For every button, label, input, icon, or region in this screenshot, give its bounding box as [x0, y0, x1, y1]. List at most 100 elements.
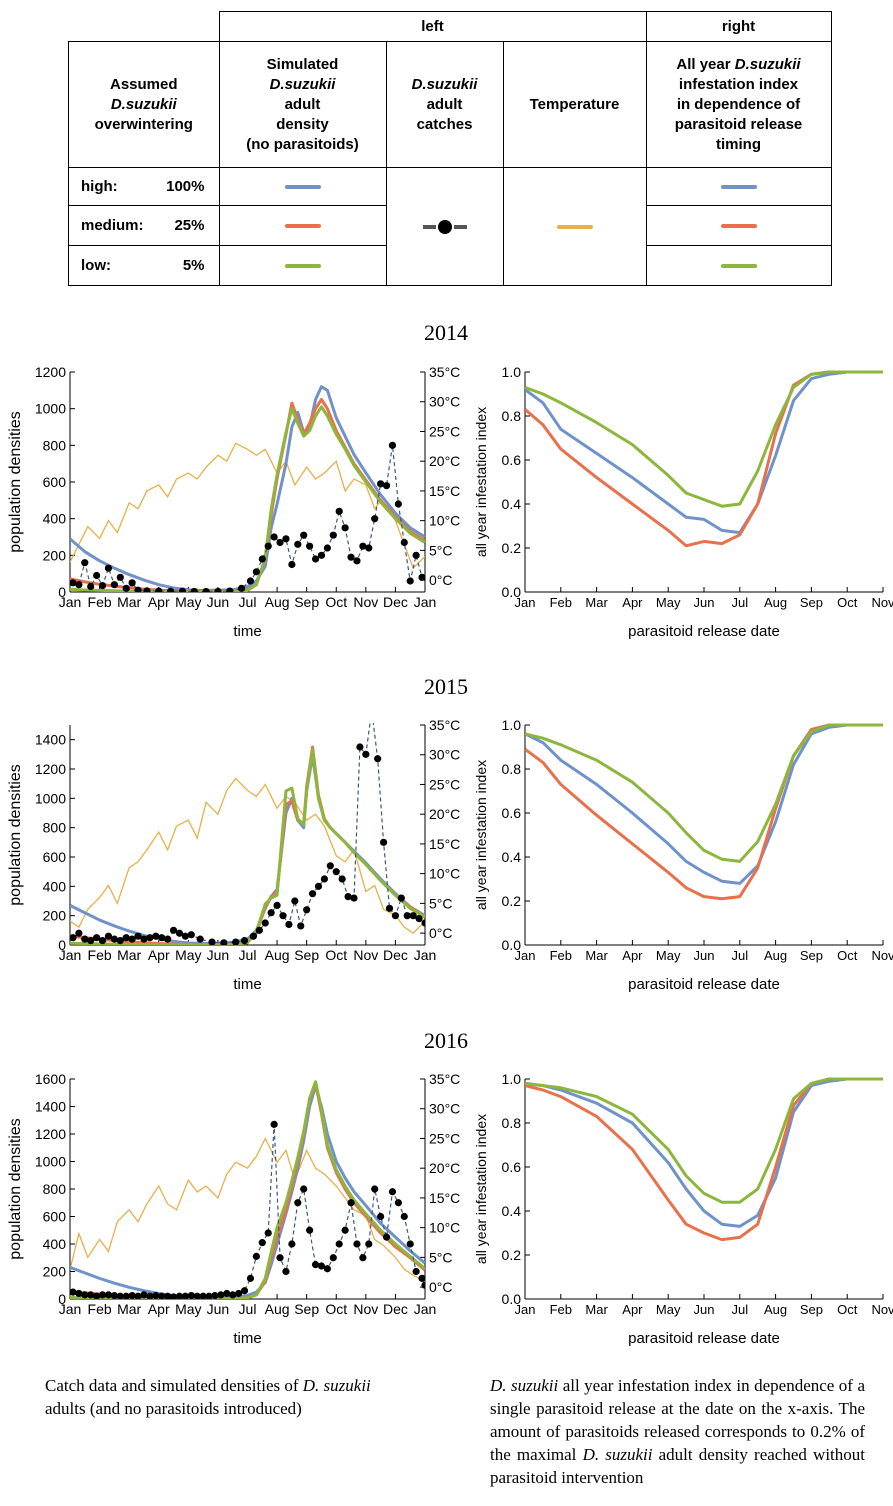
y-axis-label: all year infestation index — [473, 407, 489, 557]
catch-point — [311, 555, 320, 563]
catch-point — [320, 875, 329, 883]
catch-point — [122, 1292, 130, 1299]
chart-2015-densities: Jan Feb Mar Apr May Jun Jul Aug Sep Oct Nov Dec Jan0… — [7, 717, 460, 993]
x-tick-label: Jul — [731, 1302, 748, 1317]
catch-point — [134, 1292, 142, 1299]
catch-point — [356, 743, 364, 751]
x-tick-label: Jan — [59, 1301, 82, 1317]
catch-point — [87, 937, 95, 945]
index-swatch-cell — [645, 245, 832, 286]
catch-point — [326, 862, 334, 870]
x-tick-label: Apr — [148, 594, 170, 610]
level-name: high: — [81, 177, 118, 195]
catch-point — [255, 926, 263, 934]
catch-point — [353, 1240, 361, 1248]
temperature-tick-label: 20°C — [429, 806, 460, 822]
level-name: medium: — [81, 216, 144, 234]
temperature-line — [70, 1137, 425, 1282]
caption-species: D. suzukii — [302, 1376, 371, 1395]
header-line: catches — [416, 115, 473, 133]
x-tick-label: Jun — [207, 947, 230, 963]
caption-right: D. suzukii all year infestation index in… — [490, 1374, 865, 1489]
caption-text: all year infestation index in dependence… — [490, 1376, 865, 1464]
header-line: D.suzukii — [110, 95, 177, 113]
catch-point — [87, 582, 95, 591]
catch-point — [143, 587, 151, 592]
header-line: in dependence of — [676, 95, 801, 113]
temperature-tick-label: 30°C — [429, 1101, 460, 1117]
legend-table: left right Assumed D.suzukii overwinteri… — [68, 11, 832, 286]
y-tick-label: 800 — [43, 820, 67, 836]
catch-point — [365, 1240, 373, 1248]
catch-point — [87, 1291, 95, 1299]
year-title: 2014 — [424, 320, 468, 345]
catch-point — [347, 553, 355, 561]
x-tick-label: Oct — [837, 1302, 858, 1317]
series-line — [525, 723, 883, 885]
catch-point — [300, 1185, 308, 1193]
plot-area — [525, 370, 883, 548]
x-tick-label: Aug — [764, 1302, 787, 1317]
catch-point — [264, 542, 272, 550]
x-tick-label: Nov — [353, 594, 378, 610]
y-tick-label: 1200 — [35, 364, 66, 380]
sim-swatch-cell — [218, 205, 387, 246]
catch-point — [178, 587, 187, 592]
catch-point — [406, 577, 414, 585]
catch-point — [400, 538, 408, 547]
group-left-header: left — [218, 11, 647, 42]
temperature-tick-label: 30°C — [429, 394, 460, 410]
catch-point — [350, 894, 358, 902]
catch-point — [217, 1291, 225, 1299]
x-tick-label: Jun — [694, 948, 715, 963]
catch-point — [394, 500, 402, 508]
catch-point — [152, 1291, 160, 1299]
y-axis-label: population densities — [7, 764, 24, 905]
y-tick-label: 0.8 — [502, 408, 522, 424]
index-medium-swatch — [720, 223, 757, 228]
x-tick-label: Dec — [383, 1301, 408, 1317]
y-tick-label: 0.2 — [502, 1247, 522, 1263]
x-tick-label: Feb — [550, 948, 572, 963]
temperature-tick-label: 25°C — [429, 1130, 460, 1146]
catch-point — [394, 1199, 402, 1207]
catch-point — [75, 929, 83, 937]
catches-header: D.suzukii adult catches — [385, 41, 504, 168]
catch-point — [314, 882, 323, 890]
catch-point — [152, 932, 160, 940]
catch-point — [306, 542, 314, 550]
y-tick-label: 1400 — [35, 732, 66, 748]
chart-2015-infestation-index: Jan Feb Mar Apr May Jun Jul Aug Sep Oct Nov 0.0 0.2 0… — [473, 717, 893, 993]
y-tick-label: 0.0 — [502, 937, 522, 953]
chart-2016-infestation-index: Jan Feb Mar Apr May Jun Jul Aug Sep Oct Nov 0.0 0.2 0… — [473, 1071, 893, 1347]
x-tick-label: Jul — [239, 947, 257, 963]
catch-point — [273, 901, 281, 909]
header-line: density — [276, 115, 329, 133]
catch-point — [341, 524, 349, 532]
y-tick-label: 600 — [43, 474, 67, 490]
y-tick-label: 200 — [43, 908, 67, 924]
x-tick-label: Apr — [622, 948, 643, 963]
temperature-tick-label: 20°C — [429, 453, 460, 469]
catches-line — [72, 1124, 425, 1298]
caption-left: Catch data and simulated densities of D.… — [45, 1374, 375, 1420]
catch-point — [134, 586, 142, 592]
y-tick-label: 0.6 — [502, 805, 522, 821]
simulated-header: Simulated D.suzukii adult density (no pa… — [218, 41, 387, 168]
y-tick-label: 0.6 — [502, 1159, 522, 1175]
x-tick-label: Sep — [294, 594, 319, 610]
catch-point — [288, 1240, 296, 1248]
temp-swatch-cell — [502, 167, 647, 286]
temperature-tick-label: 10°C — [429, 866, 460, 882]
y-tick-label: 1000 — [35, 1154, 66, 1170]
caption-text: adult density reached without parasitoid… — [490, 1445, 865, 1487]
y-tick-label: 0.4 — [502, 496, 522, 512]
series-line — [70, 745, 425, 945]
catch-point — [205, 1292, 213, 1299]
y-axis-label: population densities — [7, 1118, 24, 1259]
y-axis-label: all year infestation index — [473, 760, 489, 910]
level-percent: 5% — [182, 256, 205, 274]
catch-point — [264, 1229, 272, 1237]
catch-point — [140, 935, 148, 943]
catch-point — [134, 932, 142, 940]
